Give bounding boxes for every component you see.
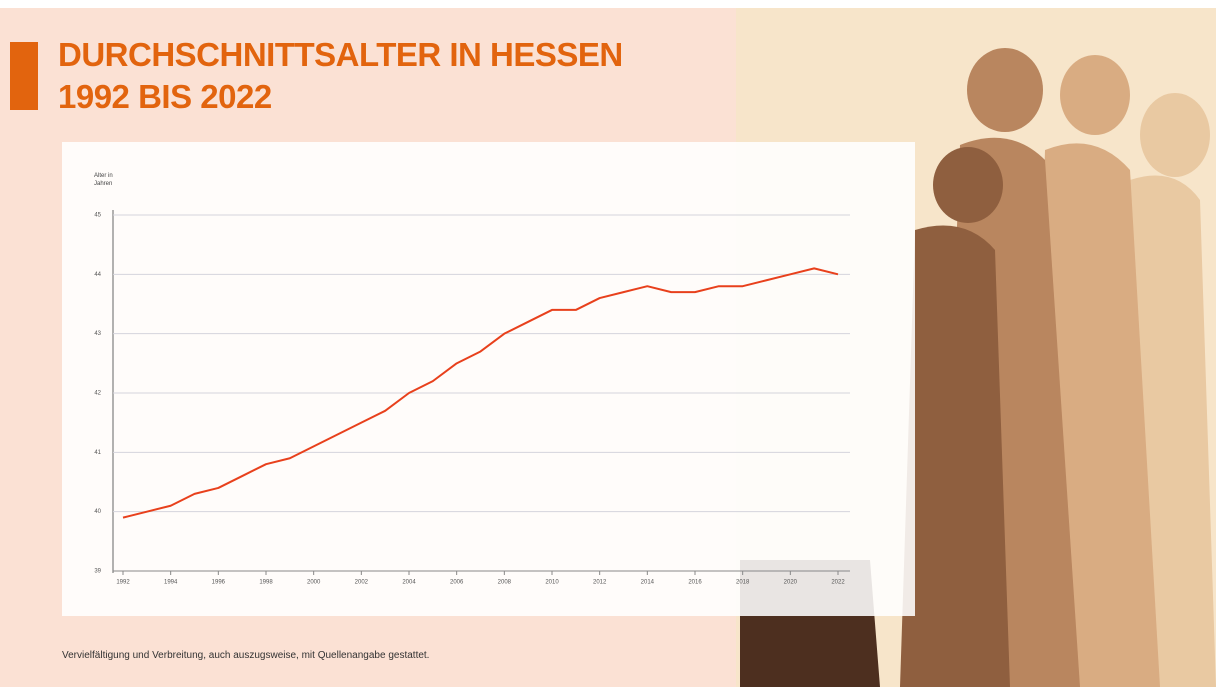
x-tick-label: 2020 — [784, 580, 798, 586]
x-tick-label: 2000 — [307, 580, 321, 586]
y-tick-label: 45 — [94, 213, 101, 219]
x-tick-label: 1998 — [259, 580, 273, 586]
x-tick-label: 1996 — [212, 580, 226, 586]
y-tick-label: 44 — [94, 272, 101, 278]
x-tick-label: 2006 — [450, 580, 464, 586]
y-tick-label: 40 — [94, 509, 101, 515]
y-tick-label: 39 — [94, 569, 101, 575]
chart-panel — [62, 142, 915, 616]
source-note: Vervielfältigung und Verbreitung, auch a… — [62, 650, 430, 661]
x-tick-label: 2012 — [593, 580, 607, 586]
y-tick-label: 42 — [94, 391, 101, 397]
data-line — [122, 267, 839, 519]
x-tick-label: 2008 — [498, 580, 512, 586]
x-tick-label: 2018 — [736, 580, 750, 586]
x-tick-label: 2004 — [402, 580, 416, 586]
y-tick-label: 41 — [94, 450, 101, 456]
x-tick-label: 2016 — [688, 580, 702, 586]
x-tick-label: 2010 — [545, 580, 559, 586]
silhouettes — [740, 48, 1216, 687]
y-axis-label: Alter in Jahren — [94, 173, 113, 187]
y-tick-label: 43 — [94, 331, 101, 337]
x-tick-label: 2014 — [641, 580, 655, 586]
title: DURCHSCHNITTSALTER IN HESSEN — [58, 36, 623, 73]
accent-bar — [10, 42, 38, 110]
x-tick-label: 2022 — [831, 580, 845, 586]
x-tick-label: 2002 — [355, 580, 369, 586]
x-tick-label: 1994 — [164, 580, 178, 586]
subtitle: 1992 BIS 2022 — [58, 78, 272, 115]
x-tick-label: 1992 — [116, 580, 130, 586]
